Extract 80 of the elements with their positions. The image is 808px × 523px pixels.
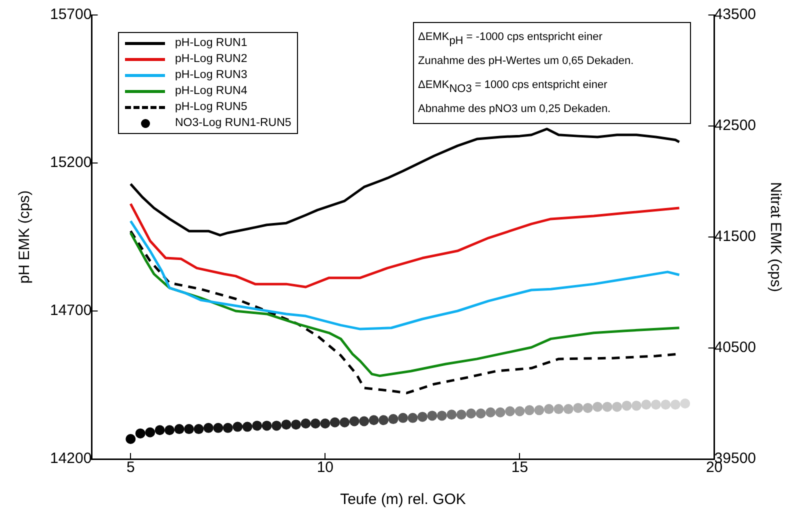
point (340, 417, 350, 428)
point (408, 412, 418, 423)
y2-tick-label: 42500 (714, 117, 756, 134)
point (290, 420, 301, 430)
point (145, 427, 156, 438)
point (524, 405, 534, 416)
y-tick-label: 15700 (50, 6, 92, 24)
point (213, 422, 224, 433)
point (563, 404, 574, 414)
point (573, 402, 584, 413)
point (398, 412, 408, 423)
point (602, 402, 612, 412)
point (505, 406, 516, 416)
point (232, 422, 243, 432)
point (554, 404, 564, 414)
point (622, 400, 632, 411)
annotation: Zunahme des pH-Wertes um 0,65 Dekaden. (418, 54, 635, 69)
point (486, 407, 496, 418)
point (417, 412, 428, 422)
point (368, 415, 379, 426)
point (203, 422, 214, 433)
legend-label: NO3-Log RUN1-RUN5 (175, 116, 292, 131)
y-axis-title: pH EMK (cps) (16, 190, 34, 284)
point (514, 406, 525, 416)
point (427, 410, 438, 421)
point (582, 402, 593, 413)
point (476, 408, 486, 418)
legend-label: pH-Log RUN4 (175, 84, 248, 99)
y-tick-label: 14700 (50, 302, 92, 320)
point (281, 420, 292, 430)
point (262, 420, 272, 431)
legend-label: pH-Log RUN2 (175, 52, 248, 67)
point (495, 407, 506, 418)
point (631, 400, 642, 411)
point (174, 424, 184, 434)
y2-tick-label: 41500 (714, 228, 756, 246)
point (194, 424, 204, 434)
y-tick-label: 15200 (50, 154, 92, 172)
point (272, 420, 282, 431)
legend-label: pH-Log RUN1 (175, 36, 248, 51)
legend-label: pH-Log RUN3 (175, 68, 248, 83)
point (359, 416, 370, 426)
point (592, 402, 603, 412)
point (300, 418, 311, 428)
point (436, 410, 447, 421)
legend-label: pH-Log RUN5 (175, 100, 248, 115)
point (446, 410, 457, 420)
point (612, 402, 622, 412)
point (544, 404, 554, 414)
y2-tick-label: 40500 (714, 339, 756, 356)
x-tick-label: 5 (126, 459, 135, 476)
point (650, 400, 661, 410)
point (330, 417, 340, 428)
point (164, 425, 175, 436)
point (242, 422, 252, 432)
point (641, 400, 652, 410)
y-tick-label: 14200 (50, 450, 92, 468)
point (378, 415, 389, 426)
point (320, 418, 330, 428)
x-axis-title: Teufe (m) rel. GOK (340, 491, 466, 508)
y2-tick-label: 43500 (714, 6, 756, 24)
x-tick-label: 10 (316, 459, 334, 476)
point (252, 420, 262, 431)
point (126, 434, 136, 444)
point (456, 410, 466, 420)
point (184, 424, 194, 434)
point (135, 428, 146, 438)
annotation: Abnahme des pNO3 um 0,25 Dekaden. (418, 102, 612, 117)
point (349, 416, 360, 426)
point (310, 418, 320, 428)
point (222, 422, 233, 433)
point (388, 414, 398, 424)
point (534, 405, 544, 416)
y2-axis-title: Nitrat EMK (cps) (766, 182, 784, 292)
x-tick-label: 15 (511, 459, 528, 476)
point (466, 408, 476, 418)
point (670, 400, 680, 410)
point (660, 400, 671, 410)
point (680, 398, 690, 408)
point (154, 425, 165, 436)
